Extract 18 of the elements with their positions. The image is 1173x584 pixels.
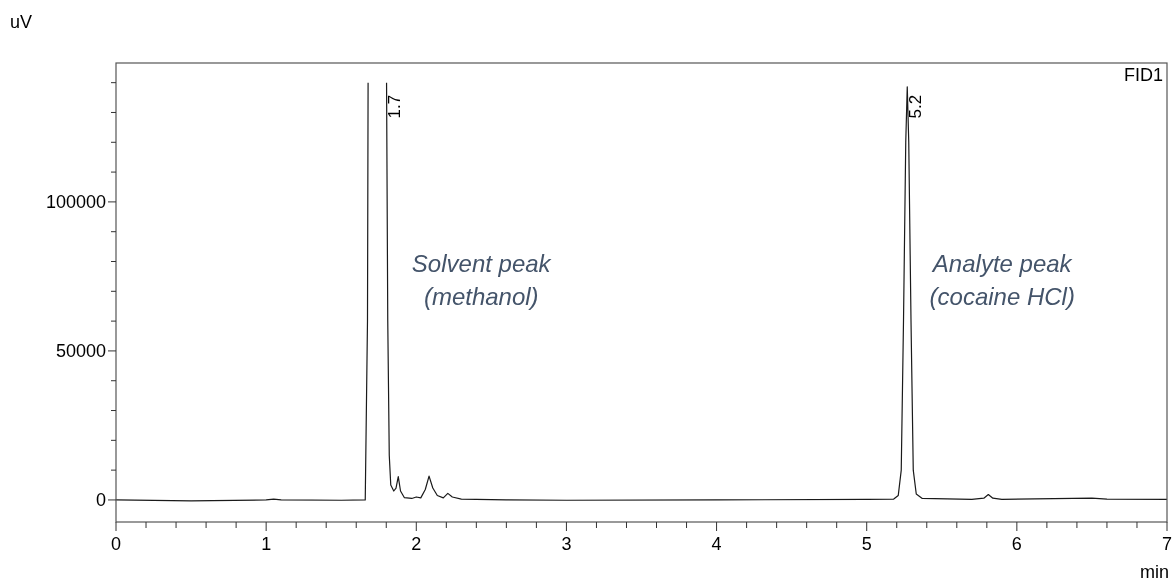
x-tick-label: 3 xyxy=(561,534,572,554)
y-tick-label: 50000 xyxy=(55,341,106,362)
x-tick-label: 0 xyxy=(110,534,122,554)
annotation: 1.7 xyxy=(385,94,405,119)
annotation: Solvent peak (methanol) xyxy=(411,250,553,310)
annotation: FID1 xyxy=(1123,65,1163,85)
y-tick-label: 100000 xyxy=(45,192,106,213)
x-tick-label: 5 xyxy=(861,534,872,554)
x-tick-label: 7 xyxy=(1161,534,1173,554)
x-tick-label: 6 xyxy=(1011,534,1022,554)
x-axis-title: min xyxy=(1139,562,1169,582)
annotation: Analyte peak (cocaine HCl) xyxy=(929,250,1075,310)
x-tick-label: 4 xyxy=(711,534,722,554)
x-tick-label: 2 xyxy=(411,534,422,554)
x-tick-label: 1 xyxy=(261,534,272,554)
y-tick-label: 0 xyxy=(95,490,106,511)
y-axis-title: uV xyxy=(10,12,33,32)
annotation: 5.2 xyxy=(906,94,926,119)
